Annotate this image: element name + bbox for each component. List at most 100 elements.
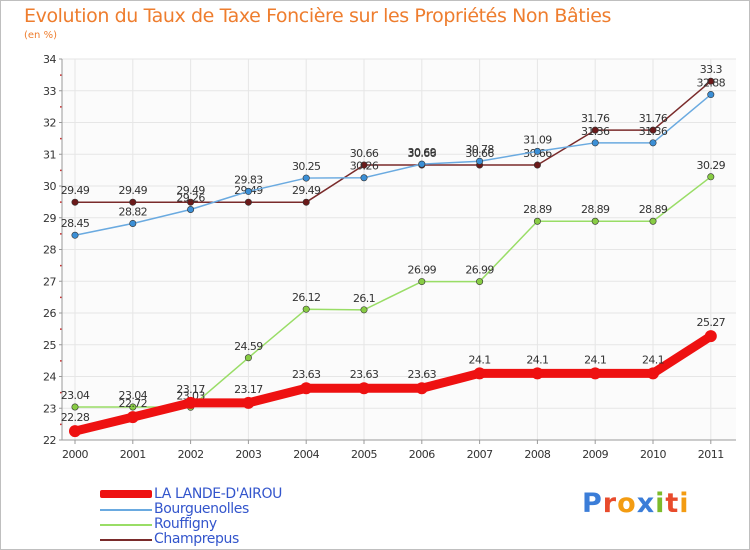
series-line-la-lande-d-airou: [70, 331, 716, 436]
data-label: 31.76: [581, 112, 610, 125]
y-tick-label: 34: [43, 53, 56, 66]
data-point: [707, 173, 715, 181]
legend-item-la-lande-d-airou: LA LANDE-D'AIROU: [100, 486, 360, 502]
x-tick-label: 2002: [178, 448, 204, 461]
data-point: [591, 126, 599, 134]
data-label: 31.76: [639, 112, 668, 125]
y-minor-tick: [60, 391, 62, 394]
data-point: [591, 217, 599, 225]
y-tick-label: 23: [43, 402, 56, 415]
series-line-champrepus: [74, 80, 712, 203]
legend-item-champrepus: Champrepus: [100, 531, 360, 547]
data-point: [244, 187, 252, 195]
data-point: [187, 198, 195, 206]
data-label: 29.26: [176, 191, 205, 204]
data-point: [302, 305, 310, 313]
data-point: [533, 217, 541, 225]
x-tick-label: 2001: [120, 448, 146, 461]
y-minor-tick: [60, 74, 62, 76]
legend-item-bourguenolles: Bourguenolles: [100, 501, 360, 517]
x-tick-label: 2009: [582, 448, 608, 461]
x-tick-label: 2003: [235, 448, 261, 461]
y-minor-tick: [60, 296, 62, 299]
data-label: 26.99: [408, 264, 437, 277]
legend-label: Rouffigny: [154, 516, 217, 532]
data-point: [704, 330, 717, 343]
data-label: 26.12: [292, 291, 321, 304]
chart-title: Evolution du Taux de Taxe Foncière sur l…: [24, 5, 612, 27]
x-tick-label: 2005: [351, 448, 377, 461]
data-point: [244, 198, 252, 206]
data-point: [187, 205, 195, 213]
x-tick-label: 2006: [409, 448, 435, 461]
data-label: 30.69: [408, 146, 437, 159]
data-point: [476, 278, 484, 286]
data-label: 23.04: [119, 389, 148, 402]
data-point: [129, 219, 137, 227]
data-point: [476, 157, 484, 165]
y-minor-tick: [60, 137, 62, 140]
y-tick-label: 32: [43, 117, 56, 130]
data-point: [415, 382, 428, 395]
data-label: 32.88: [697, 77, 726, 90]
legend-swatch: [100, 509, 152, 511]
data-point: [418, 278, 426, 286]
data-point: [649, 217, 657, 225]
data-label: 28.82: [119, 205, 148, 218]
data-point: [591, 139, 599, 147]
y-minor-tick: [60, 264, 62, 267]
data-point: [244, 354, 252, 362]
data-label: 29.49: [61, 184, 90, 197]
y-tick-label: 29: [43, 212, 56, 225]
data-label: 23.17: [176, 383, 205, 396]
legend-label: Bourguenolles: [154, 501, 249, 517]
data-point: [129, 403, 137, 411]
data-label: 29.83: [234, 173, 263, 186]
data-point: [69, 425, 81, 438]
data-label: 24.1: [469, 353, 491, 366]
data-point: [242, 396, 255, 409]
data-label: 28.89: [523, 203, 552, 216]
data-label: 23.04: [61, 389, 90, 402]
data-label: 22.72: [119, 397, 148, 410]
data-point: [531, 367, 544, 380]
data-point: [358, 382, 370, 395]
legend-label: Champrepus: [154, 531, 239, 547]
data-point: [360, 306, 368, 314]
x-tick-label: 2007: [467, 448, 493, 461]
data-label: 22.28: [61, 411, 90, 424]
line-chart: 22 23 24 25 26 27 28 29 30 31 32 33 34 2000 2001 2002 20…: [43, 53, 736, 461]
x-tick-label: 2004: [293, 448, 319, 461]
data-label: 31.09: [523, 133, 552, 146]
legend-label: LA LANDE-D'AIROU: [154, 486, 282, 502]
data-label: 31.36: [639, 125, 668, 138]
data-point: [184, 396, 197, 409]
data-label: 30.66: [465, 147, 494, 160]
data-label: 23.63: [292, 368, 321, 381]
data-point: [473, 367, 486, 380]
y-tick-label: 25: [43, 339, 56, 352]
data-point: [302, 174, 310, 182]
x-tick-label: 2011: [698, 448, 724, 461]
data-point: [707, 77, 715, 85]
data-point: [360, 174, 368, 182]
data-label: 24.1: [642, 353, 664, 366]
y-unit-label: (en %): [24, 30, 57, 41]
y-tick-label: 24: [43, 371, 56, 384]
legend-item-rouffigny: Rouffigny: [100, 516, 360, 532]
data-label: 26.99: [465, 264, 494, 277]
x-tick-label: 2010: [640, 448, 666, 461]
y-minor-tick: [60, 106, 62, 108]
x-tick-label: 2008: [524, 448, 550, 461]
data-point: [589, 367, 602, 380]
data-label: 30.66: [408, 147, 437, 160]
data-label: 29.49: [176, 184, 205, 197]
data-label: 30.78: [465, 143, 494, 156]
y-minor-tick: [60, 328, 62, 330]
y-minor-tick: [60, 233, 62, 235]
data-point: [707, 91, 715, 99]
data-label: 28.89: [639, 203, 668, 216]
data-point: [302, 198, 310, 206]
y-minor-tick: [60, 423, 62, 426]
data-point: [71, 403, 79, 411]
